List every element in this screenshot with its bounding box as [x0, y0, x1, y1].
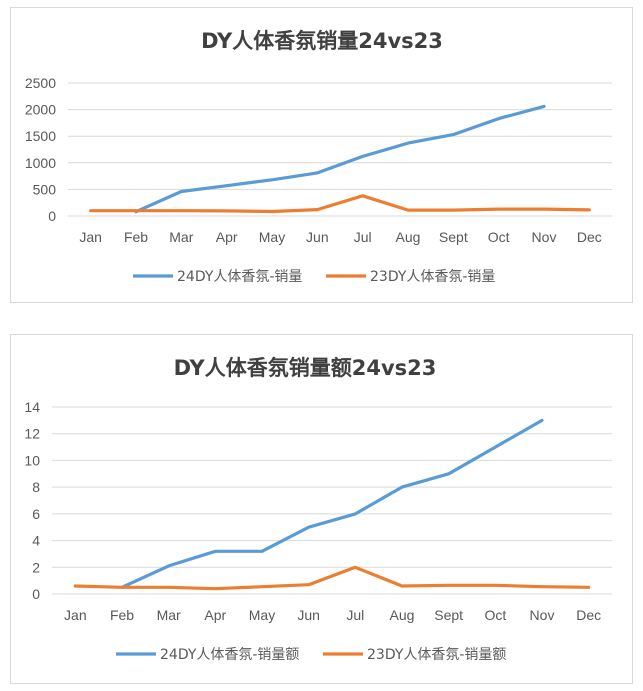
chart2-legend-label-2: 23DY人体香氛-销量额 [367, 647, 506, 663]
chart2-y-tick-label: 10 [24, 452, 40, 468]
chart2-y-tick-label: 4 [32, 533, 40, 549]
chart2-x-tick-label: Nov [530, 607, 555, 623]
chart1-series-line-2 [89, 194, 591, 214]
chart2-series-line-2 [73, 565, 591, 591]
chart-sales-amount-svg: DY人体香氛销量额24vs23 0 2 4 6 8 10 12 14 Jan Feb Mar Apr Ma… [24, 356, 612, 663]
chart1-title: DY人体香氛销量24vs23 [201, 29, 443, 53]
chart1-x-tick-label: Oct [488, 229, 510, 245]
chart1-y-tick-label: 2500 [25, 75, 56, 91]
chart1-x-tick-label: Jul [354, 229, 372, 245]
chart1-x-tick-label: Sept [439, 229, 468, 245]
chart1-x-tick-label: Apr [216, 229, 238, 245]
chart2-y-tick-label: 6 [32, 506, 40, 522]
chart2-x-tick-label: Mar [157, 607, 181, 623]
chart1-x-tick-label: Mar [169, 229, 193, 245]
chart2-y-tick-label: 8 [32, 479, 40, 495]
chart1-x-tick-label: Dec [577, 229, 602, 245]
chart1-x-tick-label: Nov [532, 229, 557, 245]
chart-sales-volume: DY人体香氛销量24vs23 0 500 1000 1500 2000 2500 Jan Feb… [10, 7, 633, 303]
chart1-series-line-1 [134, 104, 546, 214]
chart1-y-tick-label: 0 [48, 208, 56, 224]
chart2-x-tick-label: Aug [390, 607, 415, 623]
chart1-y-tick-label: 1000 [25, 155, 56, 171]
chart2-x-tick-label: May [249, 607, 275, 623]
chart2-x-tick-label: Jan [64, 607, 87, 623]
chart2-y-tick-label: 2 [32, 559, 40, 575]
chart2-x-tick-label: Jul [346, 607, 364, 623]
chart1-y-tick-label: 2000 [25, 102, 56, 118]
chart2-x-tick-label: Feb [110, 607, 134, 623]
chart1-x-tick-label: Jun [306, 229, 329, 245]
chart1-x-tick-label: Aug [396, 229, 421, 245]
chart1-y-tick-label: 500 [33, 181, 57, 197]
chart2-x-tick-label: Apr [204, 607, 226, 623]
chart1-x-tick-label: Jan [79, 229, 102, 245]
chart1-x-tick-label: Feb [124, 229, 148, 245]
chart1-y-tick-label: 1500 [25, 128, 56, 144]
chart-sales-volume-svg: DY人体香氛销量24vs23 0 500 1000 1500 2000 2500 Jan Feb… [25, 29, 612, 285]
chart2-x-tick-label: Sept [434, 607, 463, 623]
chart2-x-tick-label: Oct [484, 607, 506, 623]
chart2-y-tick-label: 14 [24, 399, 40, 415]
chart1-legend-label-1: 24DY人体香氛-销量 [177, 269, 302, 285]
chart2-title: DY人体香氛销量额24vs23 [174, 356, 437, 380]
chart2-x-tick-label: Dec [576, 607, 601, 623]
chart2-x-tick-label: Jun [297, 607, 320, 623]
chart2-series-line-1 [120, 418, 544, 589]
chart2-y-tick-label: 0 [32, 586, 40, 602]
chart1-legend-label-2: 23DY人体香氛-销量 [370, 269, 495, 285]
chart-sales-amount: DY人体香氛销量额24vs23 0 2 4 6 8 10 12 14 Jan Feb Mar Apr Ma… [10, 334, 633, 684]
chart2-y-tick-label: 12 [24, 426, 40, 442]
chart1-x-tick-label: May [259, 229, 285, 245]
chart2-legend-label-1: 24DY人体香氛-销量额 [160, 647, 299, 663]
